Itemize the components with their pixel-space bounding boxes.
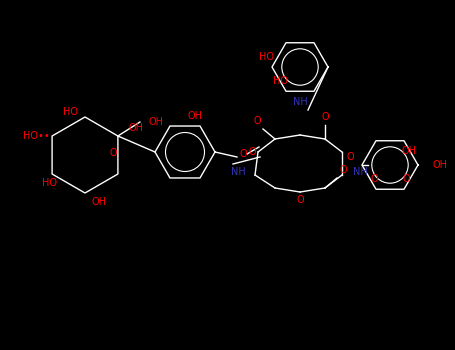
Text: O: O bbox=[346, 152, 354, 162]
Text: HO: HO bbox=[41, 178, 56, 188]
Text: O: O bbox=[253, 116, 261, 126]
Text: HO: HO bbox=[273, 76, 288, 86]
Text: O: O bbox=[339, 165, 347, 175]
Text: O: O bbox=[296, 195, 304, 205]
Text: HO••: HO•• bbox=[23, 131, 50, 141]
Text: O: O bbox=[109, 148, 117, 158]
Text: NH: NH bbox=[293, 97, 308, 107]
Text: NH: NH bbox=[231, 167, 245, 177]
Text: O: O bbox=[402, 174, 410, 184]
Text: OH: OH bbox=[401, 146, 416, 156]
Text: OH: OH bbox=[187, 111, 202, 121]
Text: OH: OH bbox=[91, 197, 106, 207]
Text: O: O bbox=[321, 112, 329, 122]
Text: O: O bbox=[248, 147, 256, 157]
Text: OH: OH bbox=[148, 117, 163, 127]
Text: OH: OH bbox=[433, 160, 448, 170]
Text: O: O bbox=[239, 149, 247, 159]
Text: HO: HO bbox=[259, 52, 274, 62]
Text: NH: NH bbox=[353, 167, 367, 177]
Text: O: O bbox=[370, 174, 378, 184]
Text: HO: HO bbox=[64, 107, 79, 117]
Text: OH: OH bbox=[128, 123, 143, 133]
